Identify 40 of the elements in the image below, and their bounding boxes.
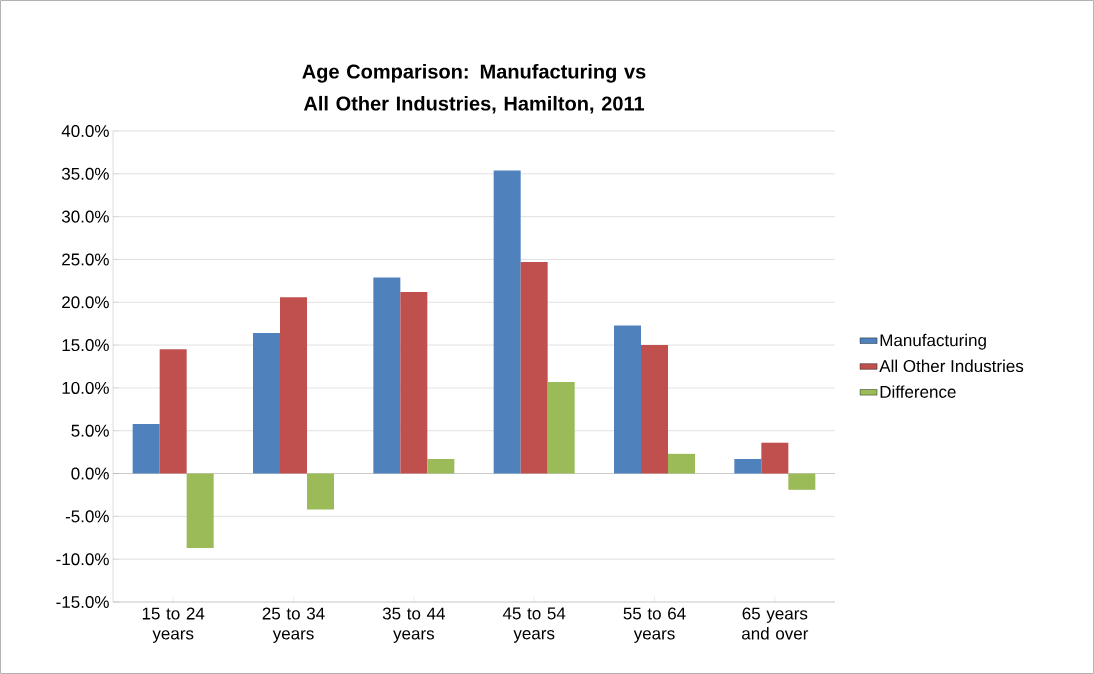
bar: [788, 473, 816, 490]
y-tick-label: 5.0%: [71, 424, 109, 437]
y-tick-label: 0.0%: [71, 467, 109, 480]
y-tick-label: 20.0%: [62, 296, 109, 309]
x-tick-label: 65 years and over: [742, 607, 809, 640]
chart-title: Age Comparison: Manufacturing vs All Other Industries, Hamilton, 2011: [302, 63, 646, 114]
x-tick-label: 45 to 54 years: [502, 607, 566, 643]
y-tick-label: -15.0%: [56, 595, 109, 609]
y-tick-label: 25.0%: [62, 253, 109, 266]
x-tick-label: 15 to 24 years: [142, 607, 205, 643]
legend-label: All Other Industries: [879, 359, 1024, 373]
bar: [493, 170, 521, 474]
bar: [159, 349, 187, 474]
bar: [186, 473, 214, 549]
bar: [280, 297, 307, 474]
bar: [641, 345, 668, 474]
legend-label: Difference: [880, 385, 956, 398]
y-tick-label: 15.0%: [62, 339, 109, 352]
bar: [253, 333, 280, 474]
y-tick-label: -10.0%: [56, 553, 109, 566]
x-tick-label: 55 to 64 years: [623, 607, 686, 643]
bar: [668, 453, 696, 474]
y-tick-label: 40.0%: [61, 124, 109, 138]
y-tick-label: 10.0%: [62, 381, 109, 394]
y-tick-label: -5.0%: [65, 510, 109, 523]
bar: [520, 262, 548, 474]
bar: [132, 423, 160, 474]
y-tick-label: 35.0%: [61, 167, 109, 180]
x-tick-label: 25 to 34 years: [262, 607, 325, 643]
legend-label: Manufacturing: [880, 333, 986, 350]
bar: [614, 325, 641, 474]
y-tick-label: 30.0%: [61, 210, 109, 223]
x-tick-label: 35 to 44 years: [382, 607, 445, 643]
bar: [400, 291, 428, 474]
bar: [761, 442, 789, 474]
bar: [373, 277, 401, 474]
bar: [307, 473, 334, 510]
bar: [427, 458, 455, 474]
bar: [734, 458, 762, 474]
bar: [547, 381, 575, 474]
